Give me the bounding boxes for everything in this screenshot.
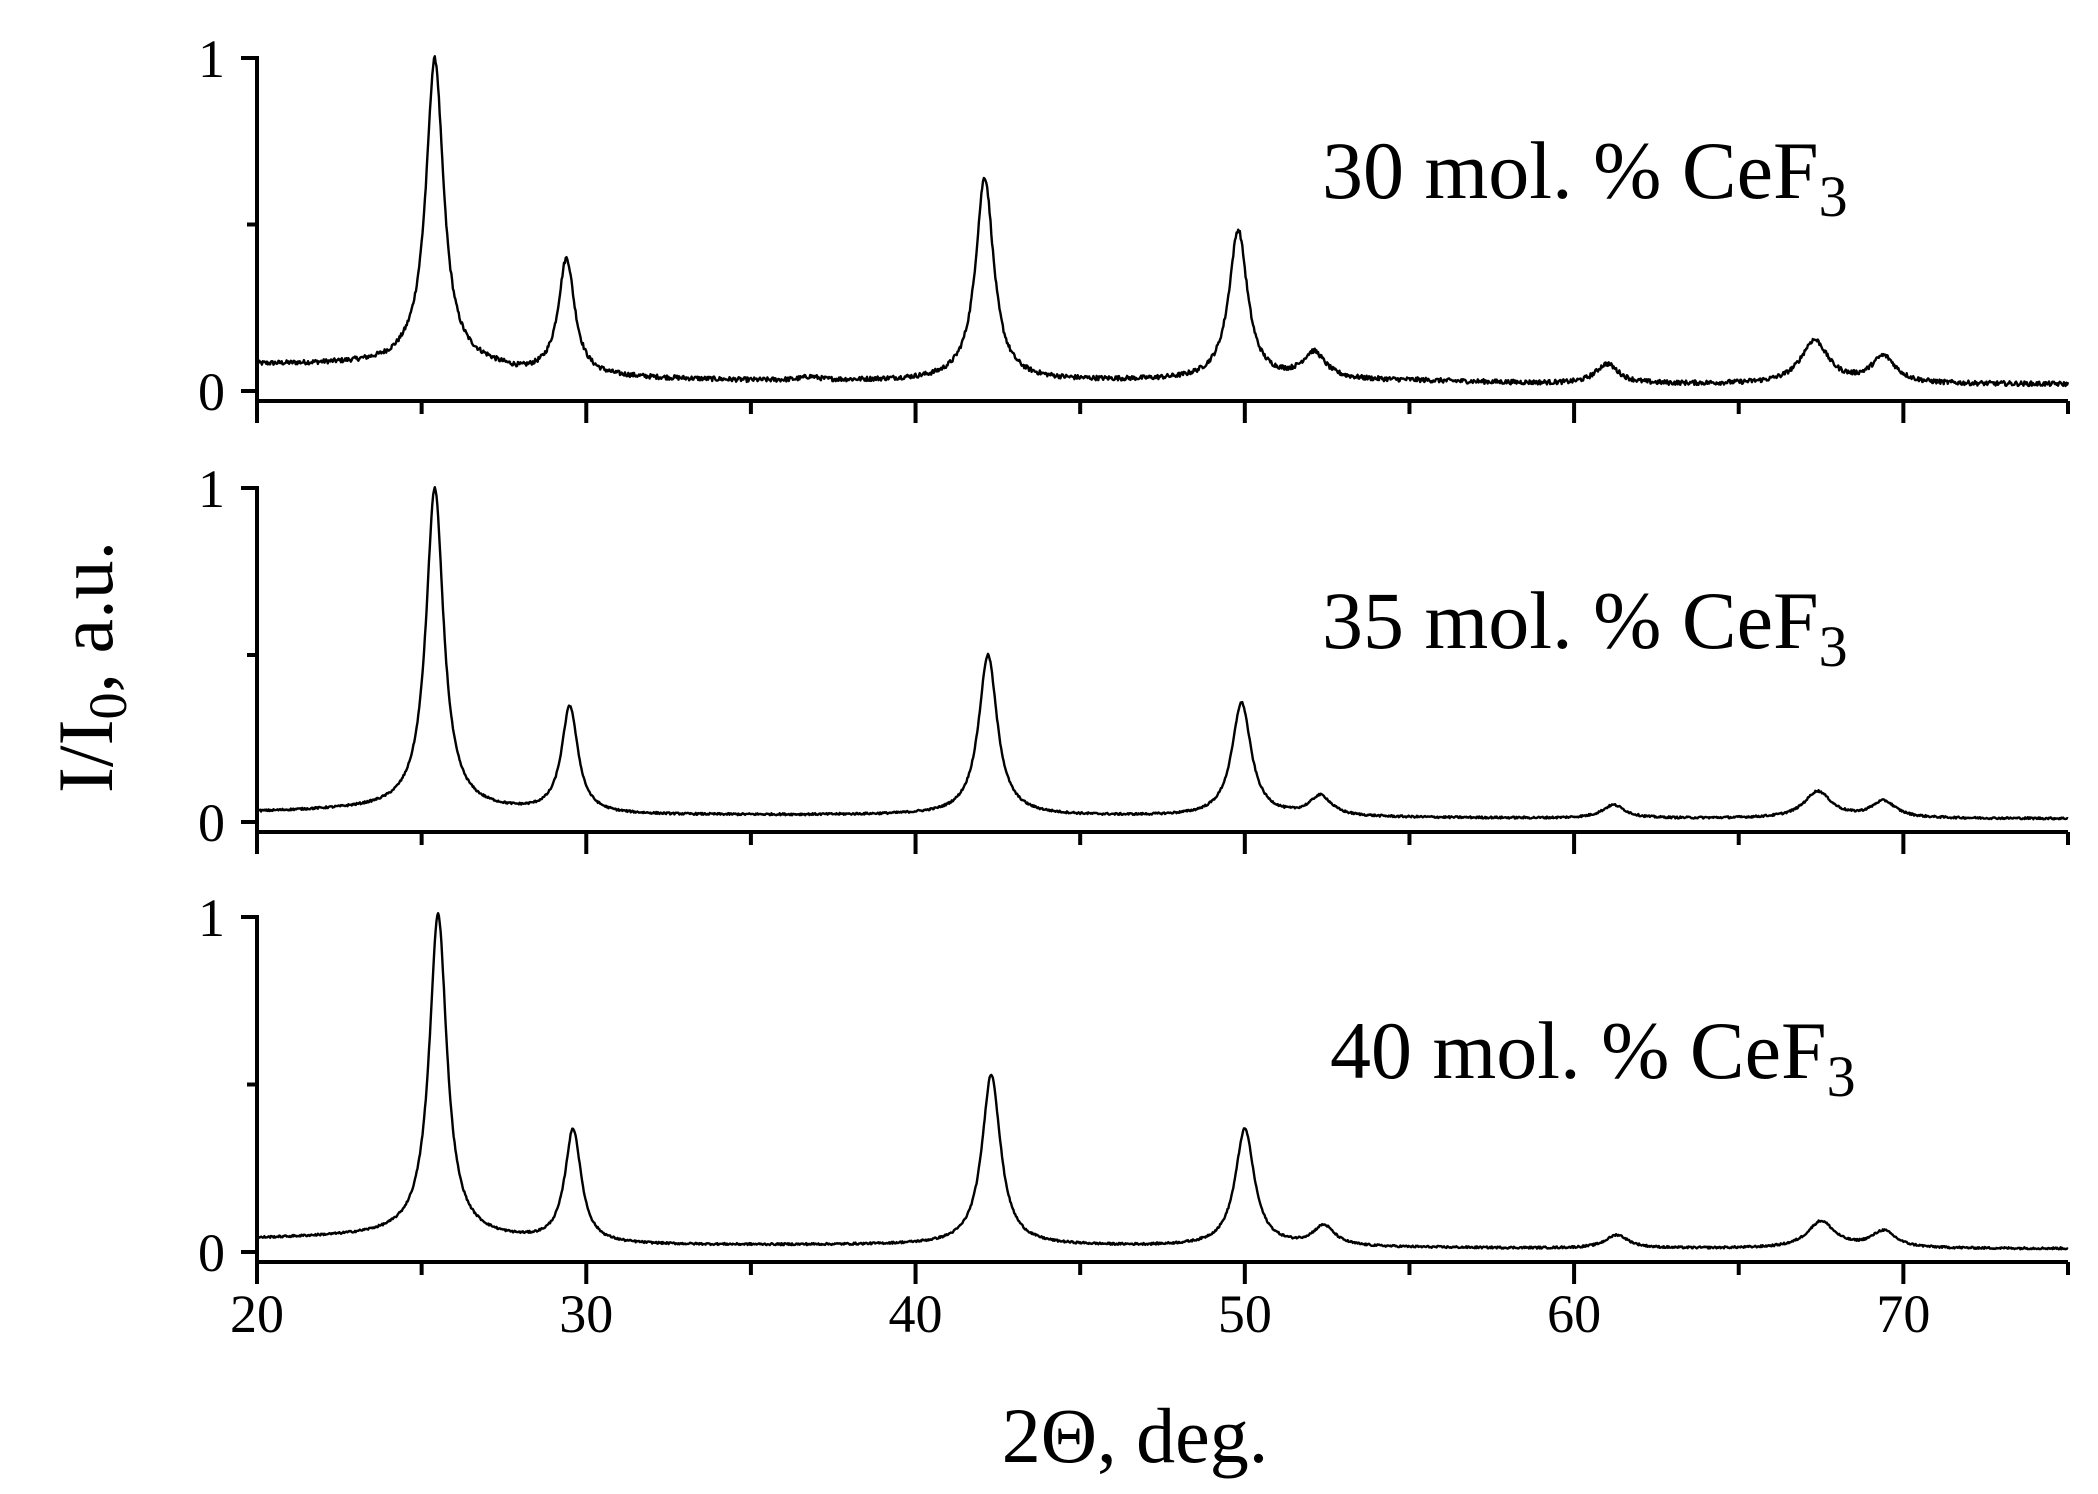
composition-label-main: 35 mol. % CeF [1322, 575, 1819, 666]
y-tick-label: 1 [198, 29, 225, 89]
panel-3: 0 1 40 mol. % CeF3 [198, 888, 2070, 1284]
x-tick-labels: 20 30 40 50 60 70 [230, 1284, 1930, 1344]
composition-label-subscript: 3 [1819, 614, 1848, 679]
composition-label-subscript: 3 [1819, 164, 1848, 229]
y-tick-label: 1 [198, 888, 225, 948]
composition-label: 30 mol. % CeF3 [1322, 125, 1848, 229]
y-axis-title: I/I0, a.u. [42, 541, 138, 793]
composition-label-main: 30 mol. % CeF [1322, 125, 1819, 216]
x-tick-label: 20 [230, 1284, 284, 1344]
y-axis-title-subscript: 0 [78, 693, 138, 720]
xrd-trace [256, 486, 2069, 821]
composition-label-main: 40 mol. % CeF [1330, 1005, 1827, 1096]
x-tick-label: 30 [559, 1284, 613, 1344]
panel-1: 0 1 30 mol. % CeF3 [198, 29, 2070, 423]
xrd-trace [256, 912, 2069, 1251]
x-tick-label: 40 [889, 1284, 943, 1344]
y-tick-label: 0 [198, 1223, 225, 1283]
x-tick-label: 70 [1876, 1284, 1930, 1344]
y-tick-label: 0 [198, 362, 225, 422]
y-axis-title-main: I/I [42, 720, 129, 794]
y-tick-label: 1 [198, 459, 225, 519]
panel-2: 0 1 35 mol. % CeF3 [198, 459, 2070, 854]
composition-label-subscript: 3 [1827, 1044, 1856, 1109]
y-axis-title-unit: , a.u. [42, 541, 129, 693]
composition-label: 40 mol. % CeF3 [1330, 1005, 1856, 1109]
y-tick-label: 0 [198, 793, 225, 853]
xrd-trace [255, 55, 2070, 388]
composition-label: 35 mol. % CeF3 [1322, 575, 1848, 679]
x-tick-label: 60 [1547, 1284, 1601, 1344]
x-axis-title: 2Θ, deg. [1002, 1392, 1268, 1479]
x-tick-label: 50 [1218, 1284, 1272, 1344]
